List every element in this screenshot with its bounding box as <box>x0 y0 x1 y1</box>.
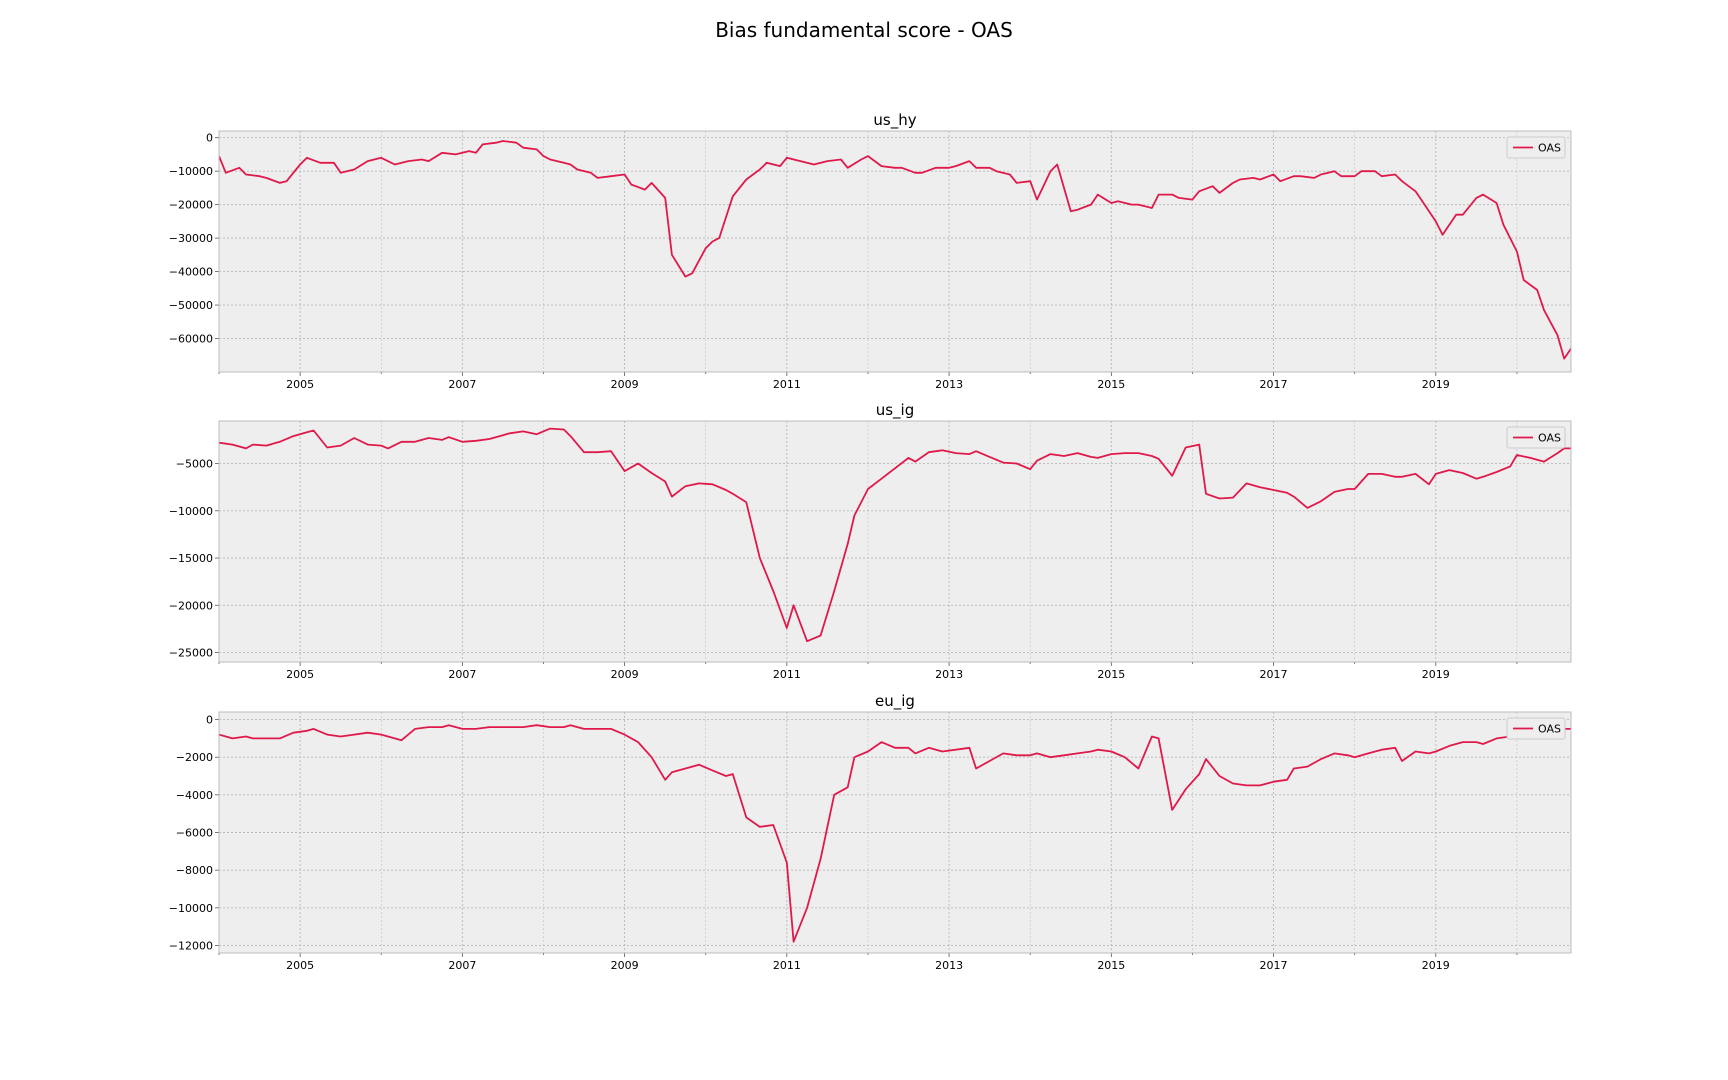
x-tick-label: 2013 <box>935 378 963 391</box>
y-tick-label: 0 <box>206 132 213 145</box>
legend-box <box>1506 717 1566 740</box>
subplots: 2005 2007 2009 2011 2013 2015 2017 2019 0 −10000 −… <box>169 111 1572 972</box>
x-tick-label: 2015 <box>1097 959 1125 972</box>
y-tick-label: −2000 <box>176 751 213 764</box>
x-tick-label: 2011 <box>773 378 801 391</box>
x-tick-label: 2009 <box>611 668 639 681</box>
legend-label: OAS <box>1538 142 1561 155</box>
y-tick-label: −25000 <box>169 647 213 660</box>
legend-label: OAS <box>1538 432 1561 445</box>
x-tick-label: 2019 <box>1422 668 1450 681</box>
y-tick-label: −15000 <box>169 552 213 565</box>
y-tick-label: −12000 <box>169 939 213 952</box>
subplot-title: eu_ig <box>875 692 915 711</box>
x-tick-label: 2005 <box>286 668 314 681</box>
x-tick-label: 2005 <box>286 378 314 391</box>
y-tick-label: −6000 <box>176 827 213 840</box>
y-tick-label: 0 <box>206 714 213 727</box>
x-tick-label: 2017 <box>1260 959 1288 972</box>
figure-title: Bias fundamental score - OAS <box>715 18 1013 42</box>
y-tick-label: −50000 <box>169 299 213 312</box>
y-tick-label: −4000 <box>176 789 213 802</box>
x-tick-label: 2019 <box>1422 378 1450 391</box>
plot-area <box>219 421 1571 662</box>
x-tick-label: 2007 <box>448 959 476 972</box>
series-line-OAS <box>219 724 1571 943</box>
x-tick-label: 2013 <box>935 959 963 972</box>
subplot-eu_ig: 2005 2007 2009 2011 2013 2015 2017 2019 0 −2000 −4… <box>169 692 1572 972</box>
y-tick-label: −10000 <box>169 505 213 518</box>
x-tick-label: 2017 <box>1260 378 1288 391</box>
y-tick-label: −5000 <box>176 458 213 471</box>
legend-box <box>1506 136 1566 159</box>
y-tick-label: −20000 <box>169 199 213 212</box>
y-tick-label: −30000 <box>169 232 213 245</box>
x-tick-label: 2011 <box>773 959 801 972</box>
x-tick-label: 2007 <box>448 378 476 391</box>
legend: OAS <box>1506 426 1566 449</box>
series-line-OAS <box>219 140 1571 360</box>
legend-label: OAS <box>1538 723 1561 736</box>
x-tick-label: 2017 <box>1260 668 1288 681</box>
subplot-title: us_hy <box>873 111 916 130</box>
legend-box <box>1506 426 1566 449</box>
subplot-us_ig: 2005 2007 2009 2011 2013 2015 2017 2019 −5000 −10… <box>169 401 1572 681</box>
x-tick-label: 2009 <box>611 378 639 391</box>
x-tick-label: 2011 <box>773 668 801 681</box>
y-tick-label: −20000 <box>169 599 213 612</box>
legend: OAS <box>1506 136 1566 159</box>
y-tick-label: −10000 <box>169 902 213 915</box>
x-tick-label: 2007 <box>448 668 476 681</box>
series-line-OAS <box>219 427 1571 643</box>
x-tick-label: 2013 <box>935 668 963 681</box>
legend: OAS <box>1506 717 1566 740</box>
x-tick-label: 2005 <box>286 959 314 972</box>
plot-frame <box>218 420 1572 663</box>
x-tick-label: 2009 <box>611 959 639 972</box>
y-tick-label: −60000 <box>169 333 213 346</box>
x-tick-label: 2019 <box>1422 959 1450 972</box>
y-tick-label: −8000 <box>176 864 213 877</box>
plot-frame <box>218 711 1572 954</box>
y-tick-label: −40000 <box>169 266 213 279</box>
y-tick-label: −10000 <box>169 165 213 178</box>
subplot-us_hy: 2005 2007 2009 2011 2013 2015 2017 2019 0 −10000 −… <box>169 111 1572 391</box>
x-tick-label: 2015 <box>1097 378 1125 391</box>
subplot-title: us_ig <box>876 401 915 420</box>
plot-frame <box>218 130 1572 373</box>
x-tick-label: 2015 <box>1097 668 1125 681</box>
